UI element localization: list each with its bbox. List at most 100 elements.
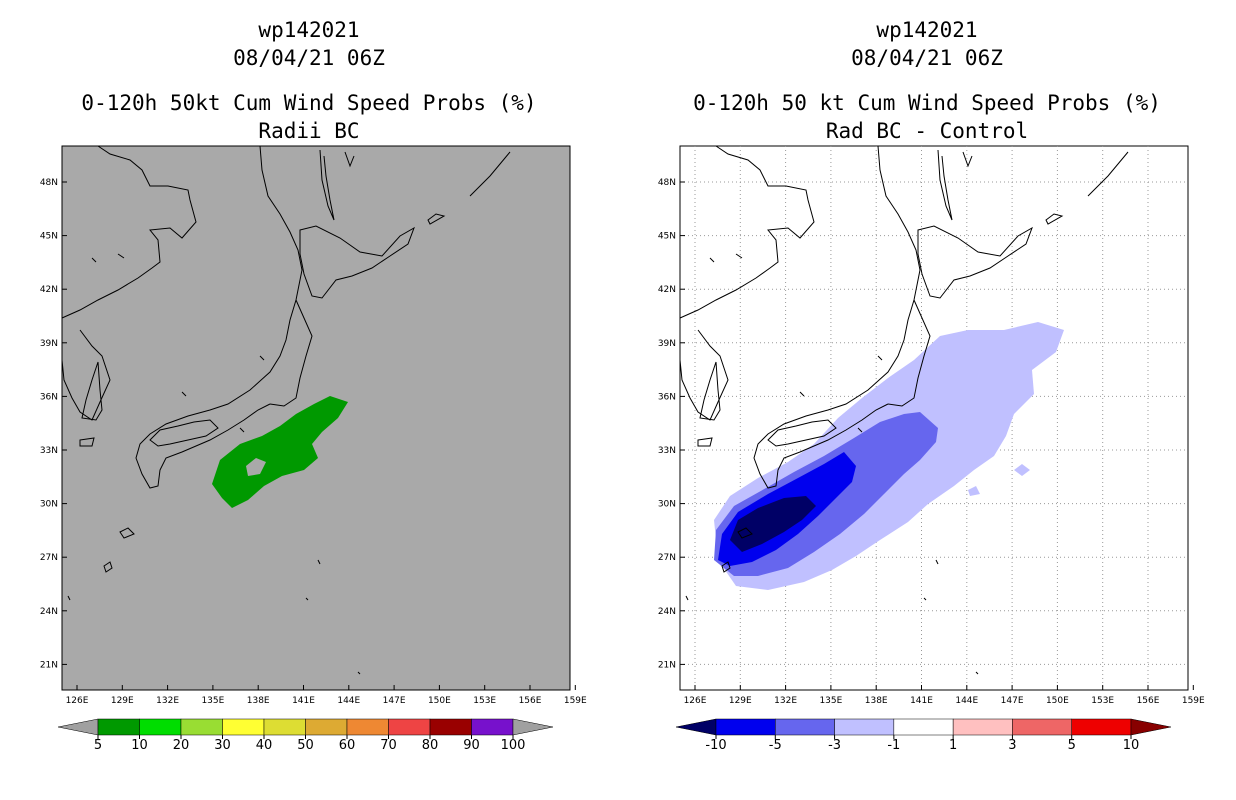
colorbar-label: 90 — [463, 738, 480, 753]
colorbar-label: 30 — [214, 738, 231, 753]
colorbar-right: -10 -5 -3 -1 1 3 5 10 — [675, 718, 1172, 753]
colorbar-label: 5 — [94, 738, 102, 753]
colorbar-label: 20 — [173, 738, 190, 753]
lat-label: 30N — [40, 500, 58, 510]
colorbar-segment — [775, 718, 835, 736]
colorbar-segment — [388, 718, 431, 736]
lon-label: 159E — [1182, 696, 1205, 706]
prob-contour-10 — [212, 396, 348, 508]
map-right: 48N 45N 42N 39N 36N 33N 30N 27N 24N 21N 126E 129E 1… — [658, 145, 1205, 753]
lat-label: 48N — [658, 178, 676, 188]
colorbar-arrow-right — [1130, 718, 1172, 736]
lon-label: 129E — [729, 696, 752, 706]
lon-label: 144E — [955, 696, 978, 706]
lon-label: 126E — [66, 696, 89, 706]
storm-id-right: wp142021 — [876, 18, 978, 42]
lat-labels-left: 48N 45N 42N 39N 36N 33N 30N 27N 24N 21N — [40, 178, 67, 670]
lat-label: 42N — [658, 285, 676, 295]
datetime-left: 08/04/21 06Z — [233, 46, 385, 70]
lat-label: 30N — [658, 500, 676, 510]
lat-label: 24N — [658, 607, 676, 617]
lat-label: 36N — [40, 392, 58, 402]
lon-label: 141E — [292, 696, 315, 706]
lat-label: 48N — [40, 178, 58, 188]
colorbar-label: 40 — [256, 738, 273, 753]
lon-label: 150E — [428, 696, 451, 706]
colorbar-label: -1 — [887, 738, 900, 753]
colorbar-segment — [263, 718, 306, 736]
lon-label: 141E — [910, 696, 933, 706]
lon-label: 153E — [1091, 696, 1114, 706]
colorbar-left: 5 10 20 30 40 50 60 70 80 90 100 — [57, 718, 554, 753]
colorbar-segment — [893, 718, 954, 736]
lon-label: 138E — [247, 696, 270, 706]
colorbar-segment — [346, 718, 389, 736]
colorbar-label: -10 — [705, 738, 726, 753]
lon-label: 129E — [111, 696, 134, 706]
chart-title-right: 0-120h 50 kt Cum Wind Speed Probs (%) — [693, 91, 1161, 115]
lon-label: 126E — [684, 696, 707, 706]
lon-label: 144E — [337, 696, 360, 706]
lat-label: 33N — [658, 446, 676, 456]
colorbar-label: 50 — [297, 738, 314, 753]
lon-label: 159E — [564, 696, 587, 706]
lat-label: 42N — [40, 285, 58, 295]
colorbar-label: 10 — [131, 738, 148, 753]
colorbar-arrow-left — [57, 718, 99, 736]
lat-label: 27N — [40, 553, 58, 563]
colorbar-segment — [1012, 718, 1072, 736]
lat-label: 24N — [40, 607, 58, 617]
lon-label: 156E — [1137, 696, 1160, 706]
lon-label: 138E — [865, 696, 888, 706]
colorbar-segment — [715, 718, 776, 736]
lat-label: 33N — [40, 446, 58, 456]
lon-labels-left: 126E 129E 132E 135E 138E 141E 144E 147E 150E 153E… — [66, 685, 587, 706]
lat-label: 39N — [40, 339, 58, 349]
colorbar-label: -3 — [828, 738, 841, 753]
lon-label: 132E — [774, 696, 797, 706]
lat-label: 21N — [658, 660, 676, 670]
colorbar-label: 100 — [501, 738, 526, 753]
lon-label: 132E — [156, 696, 179, 706]
colorbar-segment — [97, 718, 140, 736]
chart-subtitle-right: Rad BC - Control — [825, 119, 1029, 143]
lon-labels-right: 126E 129E 132E 135E 138E 141E 144E 147E 150E 153E… — [684, 685, 1205, 706]
colorbar-arrow-left — [675, 718, 717, 736]
colorbar-label: 80 — [422, 738, 439, 753]
lat-label: 45N — [658, 232, 676, 242]
lon-label: 147E — [383, 696, 406, 706]
lat-label: 45N — [40, 232, 58, 242]
colorbar-segment — [952, 718, 1013, 736]
datetime-right: 08/04/21 06Z — [851, 46, 1003, 70]
colorbar-segment — [139, 718, 182, 736]
lon-label: 135E — [819, 696, 842, 706]
lat-label: 27N — [658, 553, 676, 563]
colorbar-label: 5 — [1068, 738, 1076, 753]
map-left: 48N 45N 42N 39N 36N 33N 30N 27N 24N 21N 126E 129E 1… — [40, 145, 587, 753]
colorbar-segment — [305, 718, 348, 736]
coastlines-right — [679, 145, 1129, 675]
colorbar-segment — [429, 718, 472, 736]
lon-label: 153E — [473, 696, 496, 706]
colorbar-label: 1 — [949, 738, 957, 753]
lat-label: 21N — [40, 660, 58, 670]
colorbar-label: 3 — [1008, 738, 1016, 753]
lon-label: 156E — [519, 696, 542, 706]
right-panel: wp142021 08/04/21 06Z 0-120h 50 kt Cum W… — [618, 0, 1236, 800]
colorbar-label: 60 — [339, 738, 356, 753]
lat-label: 39N — [658, 339, 676, 349]
colorbar-label: 10 — [1123, 738, 1140, 753]
colorbar-arrow-right — [512, 718, 554, 736]
left-panel: wp142021 08/04/21 06Z 0-120h 50kt Cum Wi… — [40, 18, 587, 753]
lat-labels-right: 48N 45N 42N 39N 36N 33N 30N 27N 24N 21N — [658, 178, 685, 670]
diff-contour-minus10 — [730, 496, 816, 552]
lat-label: 36N — [658, 392, 676, 402]
colorbar-label: -5 — [769, 738, 782, 753]
colorbar-segment — [222, 718, 265, 736]
colorbar-segment — [471, 718, 514, 736]
coastlines-left — [61, 145, 511, 675]
diff-contours — [714, 322, 1064, 590]
storm-id-left: wp142021 — [258, 18, 360, 42]
colorbar-segment — [180, 718, 223, 736]
lon-label: 147E — [1001, 696, 1024, 706]
